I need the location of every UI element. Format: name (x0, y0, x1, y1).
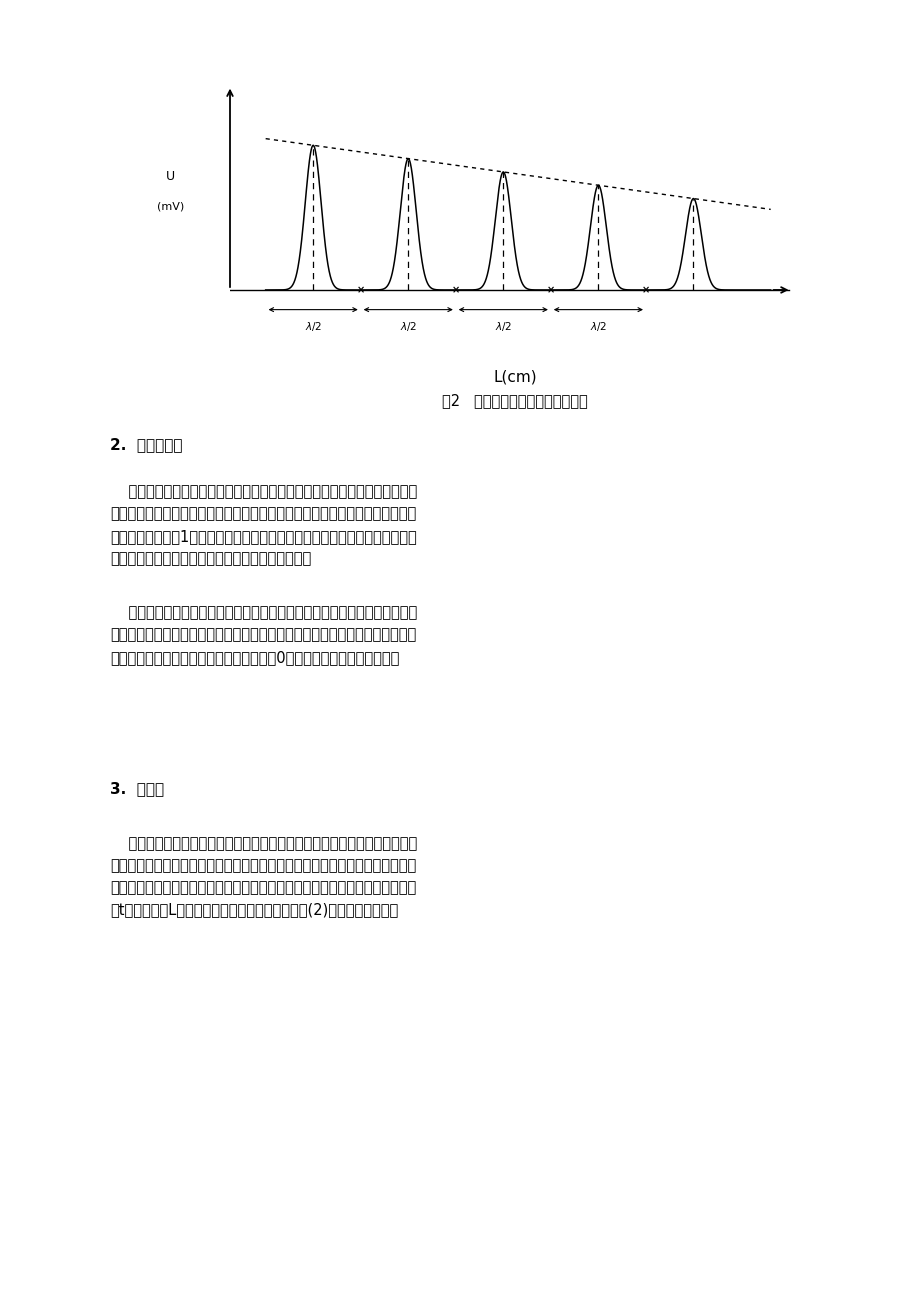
Text: U: U (165, 171, 175, 184)
Text: (mV): (mV) (157, 202, 184, 212)
Text: 2.  相位比较法: 2. 相位比较法 (110, 437, 183, 453)
Text: L(cm): L(cm) (493, 370, 537, 385)
Text: ×: × (451, 285, 460, 296)
Text: ×: × (357, 285, 364, 296)
Text: 图2   接受器表面声压随距离的变化: 图2 接受器表面声压随距离的变化 (442, 393, 587, 409)
Text: 同样也可以利用李萨如图形来判断位相差。实验中输入示波器的是来自同一
信号源的信号，它们的频率严格一致，所以李萨如图是椭圆，椭圆的倾斜与两信
号的位相差有关，当两: 同样也可以利用李萨如图形来判断位相差。实验中输入示波器的是来自同一 信号源的信号… (110, 605, 417, 665)
Text: ×: × (641, 285, 649, 296)
Text: $\lambda$/2: $\lambda$/2 (304, 320, 322, 333)
Text: 波是振动状态的传播，也可以说是位相的传播。沿波传播方向的任何两点同
相位时，这两点间的距离就是波长的整数倍。利用这个原理，可以精确的测量波
长。实验装置如图1所: 波是振动状态的传播，也可以说是位相的传播。沿波传播方向的任何两点同 相位时，这两… (110, 484, 417, 566)
Text: $\lambda$/2: $\lambda$/2 (589, 320, 607, 333)
Text: 用时差法测量声速的实验装置仍采用上述仪器。由信号源提供一个脉冲信号
经发出一个脉冲波，经过一段距离的传播后，该脉冲信号被接收，再将该信号返
回信号源，经信号源内: 用时差法测量声速的实验装置仍采用上述仪器。由信号源提供一个脉冲信号 经发出一个脉… (110, 836, 417, 918)
Text: $\lambda$/2: $\lambda$/2 (494, 320, 511, 333)
Text: $\lambda$/2: $\lambda$/2 (399, 320, 416, 333)
Text: ×: × (546, 285, 554, 296)
Text: 3.  时差法: 3. 时差法 (110, 781, 165, 797)
